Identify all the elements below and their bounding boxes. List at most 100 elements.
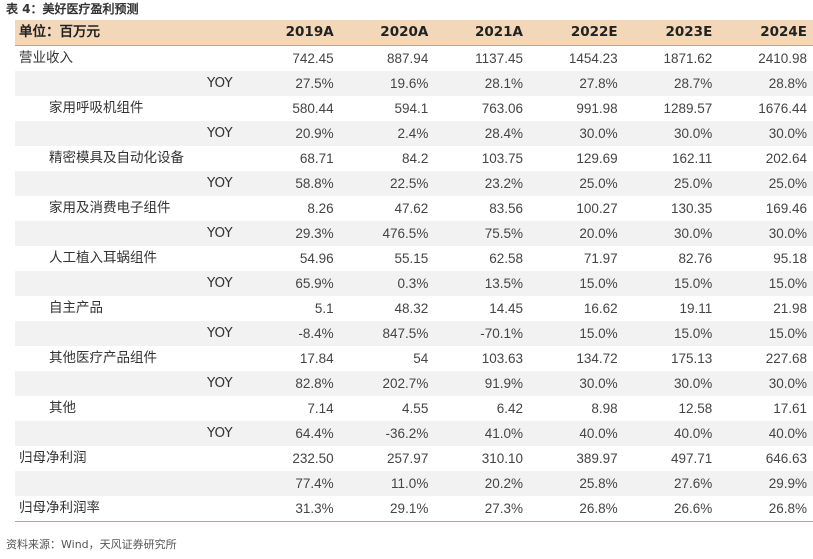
- value-cell: 27.6%: [674, 476, 713, 491]
- value-cell: 40.0%: [674, 426, 713, 441]
- row-label: 自主产品: [49, 300, 103, 316]
- value-cell: 25.0%: [768, 176, 807, 191]
- row-label: 其他医疗产品组件: [49, 350, 157, 366]
- value-cell: 40.0%: [768, 426, 807, 441]
- value-cell: 82.8%: [295, 376, 334, 391]
- value-cell: 20.9%: [295, 126, 334, 141]
- value-cell: 646.63: [765, 451, 807, 466]
- value-cell: 202.64: [765, 151, 807, 166]
- yoy-label: YOY: [15, 271, 245, 296]
- value-cell: 20.0%: [579, 226, 618, 241]
- value-cell: 2.4%: [397, 126, 429, 141]
- table-row: 归母净利润率 31.3% 29.1% 27.3% 26.8% 26.6% 26.8%: [15, 496, 813, 522]
- value-cell: 15.0%: [674, 326, 713, 341]
- value-cell: 5.1: [314, 301, 334, 316]
- value-cell: 14.45: [489, 301, 523, 316]
- value-cell: 47.62: [394, 201, 429, 216]
- yoy-row: YOY 58.8% 22.5% 23.2% 25.0% 25.0% 25.0%: [15, 171, 813, 196]
- yoy-row: YOY 20.9% 2.4% 28.4% 30.0% 30.0% 30.0%: [15, 121, 813, 146]
- table-row: 营业收入 742.45 887.94 1137.45 1454.23 1871.62 241…: [15, 46, 813, 72]
- value-cell: 15.0%: [768, 326, 807, 341]
- value-cell: 75.5%: [484, 226, 523, 241]
- value-cell: 55.15: [394, 251, 429, 266]
- table-body: 营业收入 742.45 887.94 1137.45 1454.23 1871.62 241…: [15, 46, 813, 522]
- table-row: 人工植入耳蜗组件 54.96 55.15 62.58 71.97 82.76 95.18: [15, 246, 813, 271]
- value-cell: 64.4%: [295, 426, 334, 441]
- value-cell: 54.96: [299, 251, 334, 266]
- value-cell: 31.3%: [245, 496, 340, 522]
- value-cell: 1137.45: [475, 51, 523, 66]
- value-cell: 27.5%: [295, 76, 334, 91]
- header-year: 2024E: [718, 20, 813, 46]
- value-cell: 26.8%: [718, 496, 813, 522]
- value-cell: 25.0%: [674, 176, 713, 191]
- row-label: 其他: [49, 400, 76, 416]
- value-cell: 15.0%: [768, 276, 807, 291]
- value-cell: 30.0%: [674, 226, 713, 241]
- yoy-label: YOY: [15, 121, 245, 146]
- value-cell: 6.42: [496, 401, 523, 416]
- value-cell: 62.58: [489, 251, 523, 266]
- yoy-label-text: YOY: [207, 125, 233, 141]
- value-cell: 20.2%: [484, 476, 523, 491]
- table-title: 表 4：美好医疗盈利预测: [6, 2, 139, 16]
- value-cell: 134.72: [576, 351, 618, 366]
- table-row: 77.4% 11.0% 20.2% 25.8% 27.6% 29.9%: [15, 471, 813, 496]
- value-cell: 580.44: [292, 101, 334, 116]
- value-cell: 7.14: [307, 401, 334, 416]
- value-cell: 15.0%: [579, 326, 618, 341]
- value-cell: 15.0%: [579, 276, 618, 291]
- row-label: [15, 471, 245, 496]
- yoy-label-text: YOY: [207, 325, 233, 341]
- table-row: 归母净利润 232.50 257.97 310.10 389.97 497.71 646.6…: [15, 446, 813, 471]
- value-cell: 30.0%: [768, 376, 807, 391]
- value-cell: 594.1: [394, 101, 429, 116]
- value-cell: 82.76: [678, 251, 713, 266]
- value-cell: 30.0%: [768, 126, 807, 141]
- value-cell: 130.35: [671, 201, 713, 216]
- value-cell: -36.2%: [385, 426, 429, 441]
- row-label: 归母净利润率: [15, 496, 246, 522]
- value-cell: 17.84: [299, 351, 334, 366]
- value-cell: 27.8%: [579, 76, 618, 91]
- header-year: 2020A: [339, 20, 435, 46]
- value-cell: 84.2: [402, 151, 429, 166]
- value-cell: 1871.62: [663, 51, 713, 66]
- value-cell: 2410.98: [758, 51, 807, 66]
- yoy-label-text: YOY: [207, 425, 233, 441]
- yoy-label: YOY: [15, 71, 245, 96]
- yoy-row: YOY 29.3% 476.5% 75.5% 20.0% 30.0% 30.0%: [15, 221, 813, 246]
- value-cell: 8.98: [591, 401, 618, 416]
- value-cell: 95.18: [773, 251, 807, 266]
- value-cell: 103.75: [481, 151, 523, 166]
- yoy-label-text: YOY: [207, 175, 233, 191]
- value-cell: 1676.44: [758, 101, 807, 116]
- value-cell: 30.0%: [674, 126, 713, 141]
- row-label: 归母净利润: [19, 450, 87, 466]
- value-cell: 232.50: [292, 451, 334, 466]
- table-row: 其他医疗产品组件 17.84 54 103.63 134.72 175.13 227.68: [15, 346, 813, 371]
- value-cell: 162.11: [672, 151, 713, 166]
- value-cell: 742.45: [292, 51, 334, 66]
- table-row: 其他 7.14 4.55 6.42 8.98 12.58 17.61: [15, 396, 813, 421]
- table-header-row: 单位：百万元 2019A 2020A 2021A 2022E 2023E 202…: [15, 20, 813, 46]
- table-row: 家用呼吸机组件 580.44 594.1 763.06 991.98 1289.57 167…: [15, 96, 813, 121]
- value-cell: 71.97: [583, 251, 618, 266]
- value-cell: 26.8%: [528, 496, 624, 522]
- value-cell: 30.0%: [768, 226, 807, 241]
- value-cell: 8.26: [307, 201, 334, 216]
- header-year: 2021A: [434, 20, 529, 46]
- row-label: 家用及消费电子组件: [49, 200, 171, 216]
- value-cell: 887.94: [387, 51, 429, 66]
- value-cell: 48.32: [394, 301, 429, 316]
- value-cell: 497.71: [671, 451, 713, 466]
- value-cell: 19.6%: [390, 76, 429, 91]
- value-cell: 21.98: [773, 301, 807, 316]
- value-cell: 30.0%: [579, 376, 618, 391]
- row-label: 人工植入耳蜗组件: [49, 250, 157, 266]
- value-cell: 11.0%: [391, 476, 429, 491]
- value-cell: 58.8%: [295, 176, 334, 191]
- value-cell: 227.68: [765, 351, 807, 366]
- value-cell: 310.10: [481, 451, 523, 466]
